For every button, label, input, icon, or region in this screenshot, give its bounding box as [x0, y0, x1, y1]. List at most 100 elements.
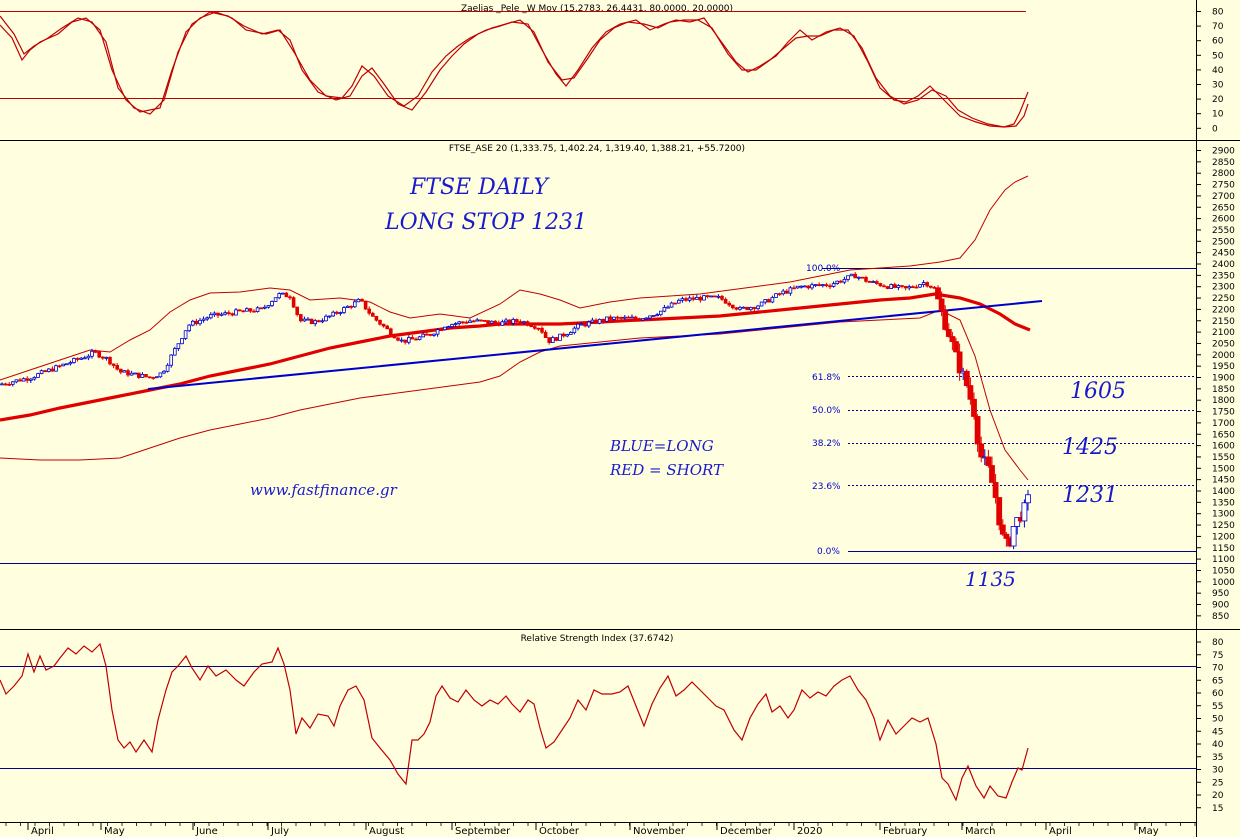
month-tick-label: March — [965, 826, 995, 837]
candle-down — [806, 285, 811, 289]
candle-up — [741, 306, 746, 309]
candle-down — [471, 320, 476, 323]
level-label-1231: 1231 — [1062, 483, 1118, 508]
month-tick-label: December — [720, 826, 773, 837]
candle-up — [273, 297, 278, 302]
candle-down — [288, 296, 292, 299]
candle-down — [126, 370, 130, 376]
rsi-tick-label: 65 — [1212, 676, 1223, 686]
candle-down — [101, 356, 105, 359]
candle-down — [111, 363, 116, 366]
candle-up — [648, 315, 652, 319]
candle-up — [345, 305, 350, 308]
price-tick-label: 1350 — [1212, 498, 1235, 508]
candle-down — [97, 351, 102, 358]
candle-down — [996, 497, 1003, 526]
candle-up — [788, 287, 793, 294]
candle-up — [219, 313, 224, 316]
stoch-axis-ticks: 80 70 60 50 40 30 20 10 0 — [1196, 8, 1224, 134]
candle-down — [7, 383, 11, 386]
candle-up — [666, 306, 670, 309]
price-tick-label: 2450 — [1212, 249, 1235, 259]
candle-up — [83, 357, 87, 360]
rsi-tick-label: 55 — [1212, 702, 1223, 712]
candle-up — [201, 318, 206, 321]
legend-line-1: BLUE=LONG — [609, 437, 714, 455]
candle-down — [554, 337, 559, 341]
candle-down — [57, 365, 62, 368]
candle-up — [695, 296, 699, 300]
price-tick-label: 1100 — [1212, 555, 1235, 565]
candle-down — [745, 306, 749, 311]
candle-up — [831, 283, 836, 287]
price-candles — [0, 272, 1031, 550]
candle-down — [594, 319, 598, 324]
candle-down — [50, 368, 55, 372]
candle-down — [237, 309, 242, 312]
candle-up — [846, 275, 850, 280]
price-tick-label: 1800 — [1212, 396, 1235, 406]
candle-down — [108, 356, 112, 365]
price-tick-label: 2350 — [1212, 271, 1235, 281]
candle-up — [842, 278, 847, 283]
candle-down — [374, 315, 379, 321]
candle-down — [867, 280, 872, 283]
candle-down — [752, 307, 757, 310]
candle-down — [194, 320, 199, 325]
candle-down — [963, 370, 970, 386]
month-tick-label: April — [31, 826, 54, 837]
candle-down — [824, 284, 829, 287]
candle-down — [241, 310, 246, 313]
candle-down — [478, 319, 483, 322]
candle-up — [104, 356, 109, 359]
candle-down — [529, 324, 533, 328]
candle-up — [795, 285, 800, 289]
candle-up — [327, 315, 332, 318]
candle-down — [615, 316, 620, 319]
candle-up — [133, 372, 138, 375]
level-label-1605: 1605 — [1070, 379, 1126, 404]
price-tick-label: 2650 — [1212, 203, 1235, 213]
candle-up — [630, 316, 634, 319]
candle-down — [626, 316, 631, 319]
candle-down — [583, 323, 587, 327]
price-tick-label: 900 — [1212, 601, 1229, 611]
candle-up — [558, 333, 562, 341]
candle-down — [316, 320, 321, 323]
candle-up — [255, 307, 260, 312]
month-tick-label: June — [195, 826, 218, 837]
candle-down — [637, 318, 641, 321]
candle-up — [921, 282, 926, 286]
rsi-tick-label: 50 — [1212, 715, 1224, 725]
price-tick-label: 2850 — [1212, 158, 1235, 168]
stoch-panel-title: Zaelias _Pele _W Mov (15.2783, 26.4431, … — [461, 4, 733, 14]
candle-down — [360, 298, 364, 302]
candle-up — [813, 284, 818, 286]
candle-down — [298, 314, 303, 322]
candle-up — [72, 358, 76, 363]
candle-up — [475, 319, 479, 322]
candle-down — [518, 321, 523, 323]
candle-down — [334, 311, 339, 314]
price-tick-label: 1300 — [1212, 510, 1235, 520]
candle-down — [144, 374, 148, 378]
candle-down — [284, 292, 289, 298]
month-tick-label: 2020 — [797, 826, 822, 837]
candle-up — [669, 302, 674, 308]
candle-up — [1025, 494, 1031, 504]
candle-down — [536, 327, 541, 330]
candle-down — [967, 385, 974, 400]
price-tick-label: 2700 — [1212, 192, 1235, 202]
candle-down — [911, 286, 915, 289]
candle-up — [320, 320, 325, 323]
candle-down — [767, 299, 771, 303]
candle-up — [500, 321, 505, 326]
candle-down — [119, 368, 123, 373]
month-tick-label: November — [633, 826, 686, 837]
price-tick-label: 1850 — [1212, 385, 1235, 395]
candle-down — [985, 456, 992, 466]
candle-up — [169, 354, 174, 366]
